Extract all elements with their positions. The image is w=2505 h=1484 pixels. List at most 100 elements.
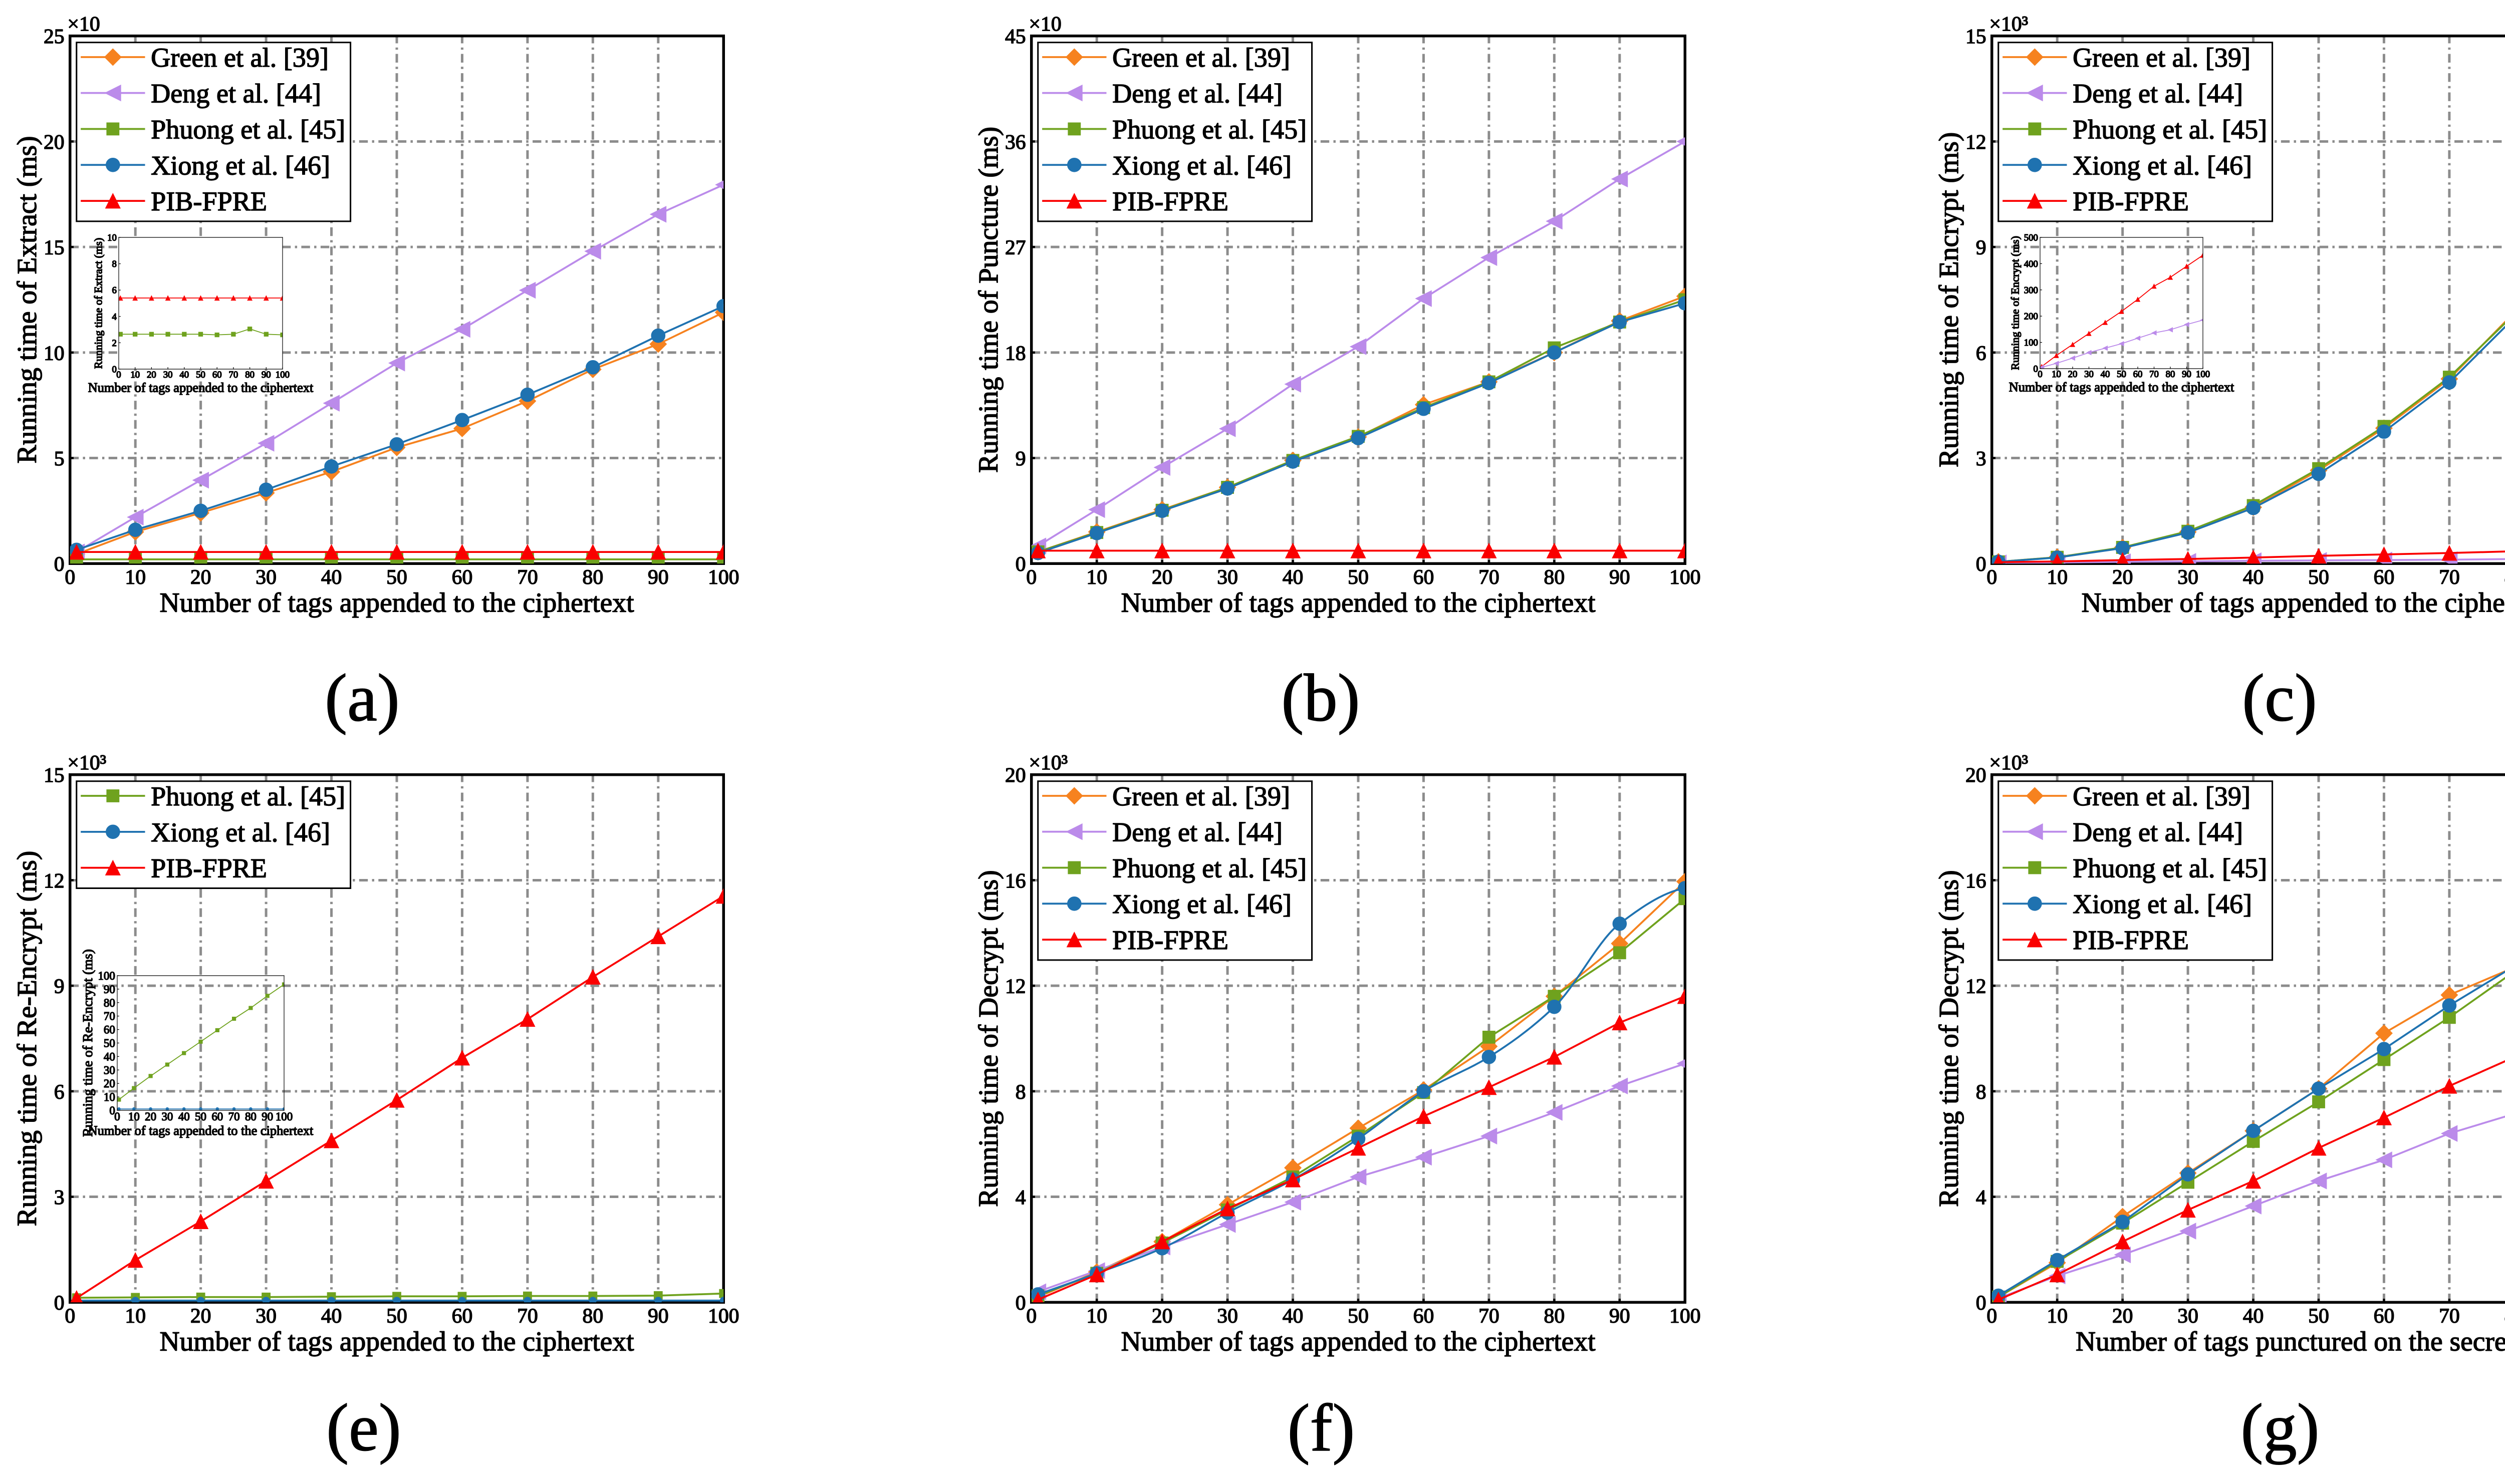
svg-text:×10³: ×10³ <box>1029 751 1068 774</box>
svg-text:60: 60 <box>1413 1304 1434 1327</box>
svg-text:50: 50 <box>1348 565 1369 588</box>
svg-text:Running time of Puncture (ms): Running time of Puncture (ms) <box>973 127 1004 473</box>
svg-text:90: 90 <box>1609 565 1630 588</box>
svg-text:12: 12 <box>1005 975 1026 998</box>
svg-text:0: 0 <box>65 1304 75 1327</box>
svg-text:30: 30 <box>104 1064 115 1076</box>
svg-text:50: 50 <box>195 1110 206 1123</box>
svg-text:70: 70 <box>104 1010 115 1023</box>
svg-text:0: 0 <box>1026 1304 1037 1327</box>
svg-text:Green et al. [39]: Green et al. [39] <box>1112 43 1290 73</box>
svg-text:100: 100 <box>708 565 739 588</box>
svg-text:36: 36 <box>1005 131 1026 154</box>
svg-text:16: 16 <box>1005 869 1026 893</box>
svg-text:Running time of Extract (ms): Running time of Extract (ms) <box>12 136 43 463</box>
svg-text:6: 6 <box>112 285 116 296</box>
svg-text:20: 20 <box>190 565 211 588</box>
svg-text:80: 80 <box>583 1304 604 1327</box>
svg-text:10: 10 <box>128 1110 140 1123</box>
svg-text:4: 4 <box>1976 1186 1986 1209</box>
svg-text:15: 15 <box>44 236 65 259</box>
svg-text:20: 20 <box>44 131 65 154</box>
svg-text:20: 20 <box>190 1304 211 1327</box>
svg-text:400: 400 <box>2024 259 2038 269</box>
svg-text:×10: ×10 <box>1029 13 1062 36</box>
svg-text:80: 80 <box>104 997 115 1009</box>
svg-text:10: 10 <box>2047 565 2068 588</box>
svg-text:0: 0 <box>109 1104 115 1117</box>
svg-text:PIB-FPRE: PIB-FPRE <box>151 853 267 883</box>
svg-text:60: 60 <box>452 565 473 588</box>
svg-text:80: 80 <box>583 565 604 588</box>
svg-text:10: 10 <box>104 1091 115 1103</box>
svg-text:60: 60 <box>2133 369 2143 380</box>
svg-text:60: 60 <box>452 1304 473 1327</box>
svg-text:(e): (e) <box>326 1390 401 1465</box>
svg-text:10: 10 <box>2052 369 2061 380</box>
svg-text:Running time of Re-Encrypt (ms: Running time of Re-Encrypt (ms) <box>80 949 96 1137</box>
svg-text:0: 0 <box>65 565 75 588</box>
svg-text:×10³: ×10³ <box>1989 751 2029 774</box>
svg-text:8: 8 <box>1016 1080 1026 1103</box>
svg-text:10: 10 <box>107 232 117 243</box>
svg-text:10: 10 <box>130 370 140 380</box>
svg-text:12: 12 <box>1965 975 1986 998</box>
svg-text:100: 100 <box>276 370 290 380</box>
svg-text:Phuong et al. [45]: Phuong et al. [45] <box>1112 114 1307 144</box>
svg-text:50: 50 <box>1348 1304 1369 1327</box>
svg-text:60: 60 <box>2374 1304 2395 1327</box>
svg-text:Running time of Decrypt (ms): Running time of Decrypt (ms) <box>1933 870 1964 1207</box>
svg-text:PIB-FPRE: PIB-FPRE <box>2073 186 2189 216</box>
svg-text:Green et al. [39]: Green et al. [39] <box>2073 781 2250 811</box>
svg-text:0: 0 <box>116 370 121 380</box>
svg-text:90: 90 <box>648 1304 669 1327</box>
svg-text:Phuong et al. [45]: Phuong et al. [45] <box>151 114 345 144</box>
svg-text:80: 80 <box>245 1110 257 1123</box>
svg-text:40: 40 <box>2243 565 2264 588</box>
svg-text:Running time of Encrypt (ms): Running time of Encrypt (ms) <box>2009 236 2021 370</box>
svg-text:90: 90 <box>104 983 115 996</box>
svg-text:30: 30 <box>2177 1304 2198 1327</box>
svg-text:Number of tags appended to the: Number of tags appended to the ciphertex… <box>88 1123 314 1138</box>
svg-text:Deng et al. [44]: Deng et al. [44] <box>151 79 321 109</box>
svg-text:×10: ×10 <box>68 13 100 36</box>
svg-text:Deng et al. [44]: Deng et al. [44] <box>1112 79 1283 109</box>
svg-text:70: 70 <box>1478 1304 1499 1327</box>
svg-text:Xiong et al. [46]: Xiong et al. [46] <box>1112 889 1292 919</box>
svg-text:Xiong et al. [46]: Xiong et al. [46] <box>2073 889 2252 919</box>
svg-text:10: 10 <box>2047 1304 2068 1327</box>
svg-text:40: 40 <box>2243 1304 2264 1327</box>
svg-text:60: 60 <box>2374 565 2395 588</box>
svg-text:20: 20 <box>2112 565 2133 588</box>
svg-text:30: 30 <box>2084 369 2094 380</box>
svg-text:4: 4 <box>1016 1186 1026 1209</box>
svg-text:40: 40 <box>179 370 189 380</box>
svg-text:10: 10 <box>125 565 146 588</box>
svg-text:60: 60 <box>1413 565 1434 588</box>
svg-text:Number of tags appended to the: Number of tags appended to the ciphertex… <box>2009 379 2234 394</box>
svg-text:0: 0 <box>2033 364 2038 374</box>
svg-text:0: 0 <box>1976 1292 1986 1315</box>
svg-text:Xiong et al. [46]: Xiong et al. [46] <box>2073 150 2252 180</box>
svg-text:0: 0 <box>1016 1292 1026 1315</box>
svg-text:60: 60 <box>104 1024 115 1036</box>
svg-text:PIB-FPRE: PIB-FPRE <box>2073 925 2189 955</box>
svg-text:Deng et al. [44]: Deng et al. [44] <box>1112 817 1283 847</box>
svg-text:12: 12 <box>1965 131 1986 154</box>
svg-text:50: 50 <box>196 370 205 380</box>
svg-text:70: 70 <box>517 1304 538 1327</box>
svg-text:Phuong et al. [45]: Phuong et al. [45] <box>1112 853 1307 883</box>
svg-text:PIB-FPRE: PIB-FPRE <box>1112 186 1228 216</box>
svg-text:20: 20 <box>1152 1304 1173 1327</box>
svg-text:60: 60 <box>211 1110 223 1123</box>
svg-text:30: 30 <box>256 565 277 588</box>
svg-text:(a): (a) <box>325 661 400 735</box>
svg-text:0: 0 <box>54 1292 65 1315</box>
svg-text:Xiong et al. [46]: Xiong et al. [46] <box>151 817 330 847</box>
svg-text:10: 10 <box>44 342 65 365</box>
svg-text:300: 300 <box>2024 285 2038 295</box>
svg-text:20: 20 <box>147 370 156 380</box>
svg-text:Xiong et al. [46]: Xiong et al. [46] <box>151 150 330 180</box>
svg-text:20: 20 <box>1965 764 1986 787</box>
svg-text:16: 16 <box>1965 869 1986 893</box>
